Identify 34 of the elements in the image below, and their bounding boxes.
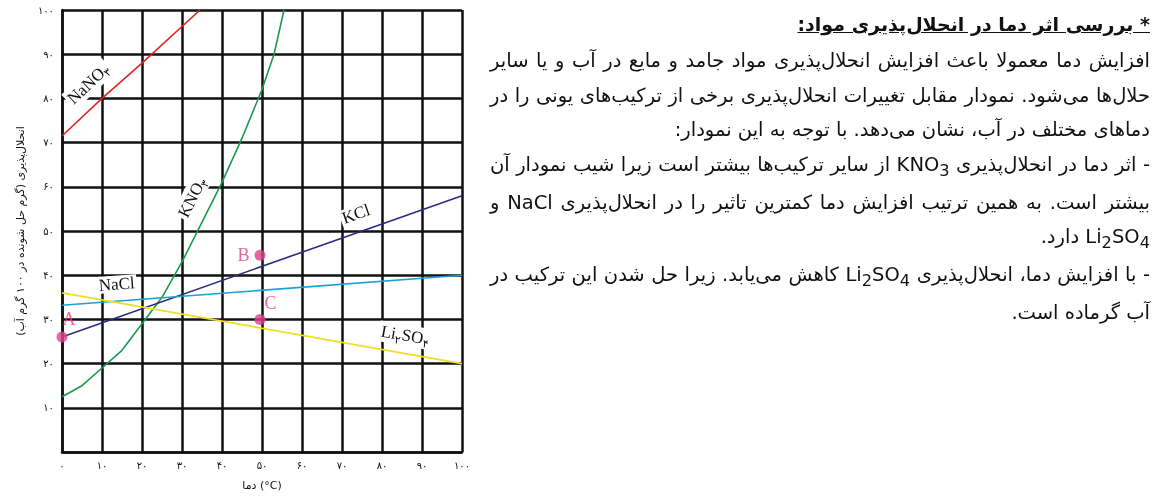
x-tick-label: ۱۰ bbox=[96, 459, 108, 471]
line-series bbox=[61, 9, 285, 398]
y-tick-label: ۸۰ bbox=[43, 92, 54, 104]
y-tick-label: ۹۰ bbox=[43, 48, 54, 60]
x-tick-label: ۶۰ bbox=[296, 459, 308, 471]
y-tick-label: ۶۰ bbox=[43, 181, 54, 193]
point bbox=[56, 331, 68, 343]
x-tick-label: ۲۰ bbox=[136, 459, 148, 471]
data-label: C bbox=[264, 292, 277, 313]
x-tick-label: ۹۰ bbox=[416, 459, 428, 471]
y-axis-title: انحلال‌پذیری (گرم حل شونده در ۱۰۰ گرم آب) bbox=[13, 126, 27, 336]
x-tick-label: ۴۰ bbox=[216, 459, 228, 471]
x-tick-label: ۱۰۰ bbox=[453, 459, 471, 471]
point bbox=[254, 313, 266, 325]
y-tick-label: ۵۰ bbox=[43, 225, 54, 237]
x-tick-label: ۳۰ bbox=[176, 459, 188, 471]
x-tick-label: ۰ bbox=[59, 459, 65, 471]
x-axis-title: دما (°C) bbox=[242, 479, 282, 492]
y-tick-label: ۱۰ bbox=[43, 402, 54, 414]
x-tick-label: ۵۰ bbox=[256, 459, 268, 471]
text: افزایش دما معمولا باعث افزایش انحلال‌پذیری مواد جامد و مایع در آب و یا سایر حلال‌ها می‌شود. نمودار مقابل تغییرات انحلال‌پذیری برخی از ترکیب‌های یونی را در دماهای مختلف در آب، نشان می‌دهد. با توجه به این نمودار: bbox=[490, 47, 1150, 144]
line-series bbox=[61, 9, 201, 137]
y-tick-label: ۳۰ bbox=[43, 313, 54, 325]
series-label: NaCl bbox=[98, 273, 136, 295]
x-tick-label: ۸۰ bbox=[376, 459, 388, 471]
y-tick-label: ۲۰ bbox=[43, 358, 54, 370]
y-tick-label: ۷۰ bbox=[43, 137, 54, 149]
text: * بررسی اثر دما در انحلال‌پذیری مواد: bbox=[797, 13, 1150, 35]
data-label: B bbox=[237, 245, 250, 266]
x-tick-label: ۷۰ bbox=[336, 459, 348, 471]
text: KCl bbox=[339, 200, 373, 228]
point bbox=[254, 249, 266, 261]
y-tick-label: ۴۰ bbox=[43, 269, 54, 281]
y-tick-label: ۱۰۰ bbox=[37, 4, 54, 16]
